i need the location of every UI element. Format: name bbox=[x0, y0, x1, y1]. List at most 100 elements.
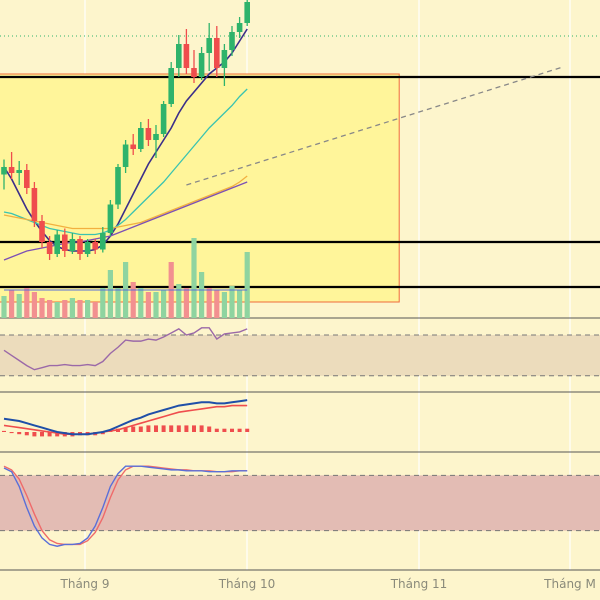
macd-pane[interactable] bbox=[2, 399, 250, 437]
volume-bar bbox=[62, 300, 68, 318]
macd-histogram-bar bbox=[138, 426, 143, 432]
macd-histogram-bar bbox=[146, 425, 151, 432]
candle-body bbox=[229, 32, 235, 50]
candle-body bbox=[31, 188, 38, 221]
candle bbox=[130, 134, 136, 155]
candle bbox=[191, 50, 197, 83]
candle-body bbox=[1, 167, 7, 175]
candle bbox=[107, 200, 114, 236]
candle-body bbox=[62, 234, 68, 251]
volume-bar bbox=[31, 292, 37, 318]
candle bbox=[16, 161, 22, 185]
x-tick-label: Tháng 10 bbox=[218, 577, 276, 591]
x-axis: Tháng 9 Tháng 10 Tháng 11 Tháng M bbox=[60, 577, 596, 591]
volume-bar bbox=[130, 282, 136, 318]
volume-bar bbox=[206, 288, 212, 318]
macd-histogram-bar bbox=[2, 430, 6, 432]
candle-body bbox=[46, 242, 53, 254]
candle-body bbox=[198, 53, 205, 77]
candle-body bbox=[244, 2, 250, 23]
candle-body bbox=[24, 170, 30, 188]
volume-bar bbox=[199, 272, 205, 318]
volume-bar bbox=[237, 290, 243, 318]
candle bbox=[206, 23, 212, 71]
candle bbox=[54, 230, 60, 257]
candle-body bbox=[221, 50, 228, 68]
candle bbox=[46, 236, 53, 260]
volume-bar bbox=[115, 288, 121, 318]
candle-body bbox=[206, 38, 212, 53]
candle-body bbox=[69, 239, 76, 251]
candle-body bbox=[92, 242, 98, 250]
candle-body bbox=[8, 167, 15, 173]
candle-body bbox=[214, 38, 220, 68]
candle bbox=[214, 26, 220, 77]
candle bbox=[160, 101, 167, 137]
volume-bar bbox=[77, 300, 83, 318]
candle-body bbox=[236, 23, 243, 32]
volume-bar bbox=[138, 288, 144, 318]
candle bbox=[84, 239, 91, 257]
volume-bar bbox=[47, 300, 53, 318]
candle-body bbox=[168, 68, 174, 104]
macd-histogram-bar bbox=[154, 425, 158, 432]
candle-body bbox=[84, 242, 91, 254]
macd-histogram-bar bbox=[32, 432, 37, 437]
trend-line bbox=[186, 66, 563, 186]
candle-body bbox=[176, 44, 182, 68]
candle-body bbox=[100, 233, 106, 250]
candle-body bbox=[122, 144, 129, 167]
candle bbox=[168, 62, 174, 107]
candle-body bbox=[54, 234, 60, 254]
candle bbox=[145, 119, 152, 146]
price-pane[interactable] bbox=[0, 0, 600, 318]
candle bbox=[183, 29, 190, 74]
macd-signal-line bbox=[3, 404, 248, 436]
volume-bar bbox=[161, 290, 167, 318]
rsi-pane[interactable] bbox=[0, 327, 600, 377]
x-tick-label: Tháng M bbox=[543, 577, 596, 591]
macd-histogram-bar bbox=[214, 428, 219, 432]
volume-bar bbox=[191, 238, 197, 318]
candle bbox=[221, 44, 228, 86]
volume-bar bbox=[214, 290, 220, 318]
macd-histogram-bar bbox=[222, 428, 227, 432]
volume-bar bbox=[100, 288, 106, 318]
macd-line bbox=[3, 399, 248, 436]
candle bbox=[31, 182, 38, 227]
stochastic-band bbox=[0, 475, 600, 531]
candle-body bbox=[39, 221, 45, 242]
candle-body bbox=[138, 128, 144, 149]
candle bbox=[198, 47, 205, 80]
x-tick-label: Tháng 11 bbox=[390, 577, 448, 591]
macd-histogram-bar bbox=[100, 432, 105, 435]
volume-bar bbox=[176, 284, 182, 318]
macd-histogram-bar bbox=[161, 425, 166, 432]
candle-body bbox=[115, 167, 121, 205]
volume-bar bbox=[107, 270, 113, 318]
candle bbox=[229, 26, 235, 56]
macd-histogram-bar bbox=[237, 428, 242, 432]
candle-body bbox=[77, 239, 83, 254]
macd-histogram-bar bbox=[24, 432, 29, 436]
macd-histogram-bar bbox=[169, 425, 174, 432]
macd-histogram-bar bbox=[17, 432, 22, 435]
macd-histogram-bar bbox=[199, 425, 204, 432]
volume-bar bbox=[145, 292, 151, 318]
macd-histogram-bar bbox=[207, 426, 212, 432]
candle bbox=[92, 239, 98, 254]
volume-bar bbox=[39, 298, 45, 318]
volume-bar bbox=[69, 298, 75, 318]
stochastic-pane[interactable] bbox=[0, 465, 600, 547]
volume-bar bbox=[16, 294, 22, 318]
rsi-line bbox=[3, 327, 248, 371]
candle bbox=[115, 164, 121, 209]
volume-bar bbox=[9, 290, 15, 318]
moving-average-line bbox=[3, 181, 248, 261]
macd-histogram-bar bbox=[9, 432, 14, 434]
volume-bar bbox=[153, 292, 159, 318]
volume-bar bbox=[24, 288, 30, 318]
candle bbox=[176, 35, 182, 77]
candle-body bbox=[130, 144, 136, 149]
